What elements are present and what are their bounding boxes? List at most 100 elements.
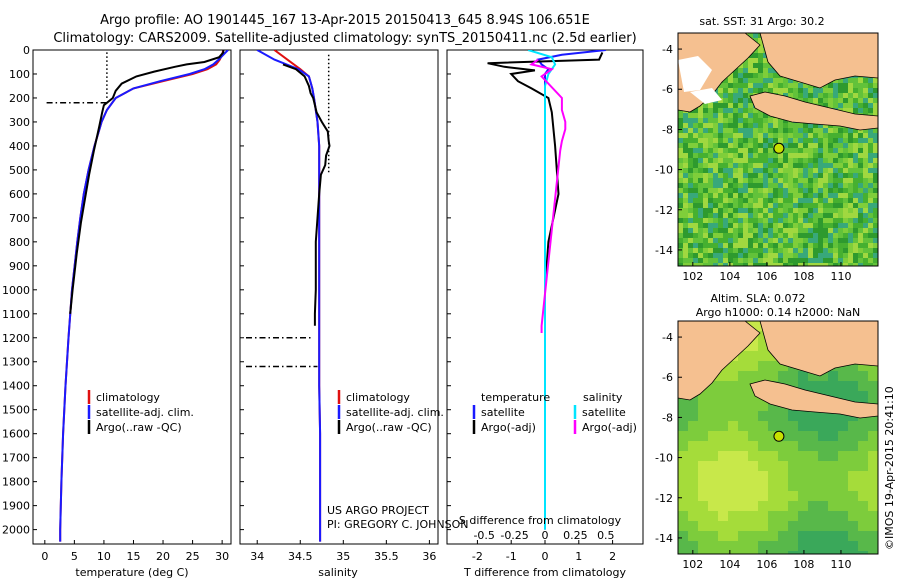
map-cell	[838, 128, 843, 133]
map-cell	[728, 178, 733, 183]
map-cell	[868, 441, 878, 451]
map-cell	[788, 208, 793, 213]
map-cell	[798, 208, 803, 213]
map-cell	[823, 213, 828, 218]
map-cell	[818, 223, 823, 228]
map-cell	[828, 471, 838, 481]
map-cell	[713, 213, 718, 218]
map-cell	[868, 98, 873, 103]
map-cell	[773, 83, 778, 88]
map-cell	[863, 198, 868, 203]
map-cell	[708, 391, 718, 401]
map-cell	[758, 521, 768, 531]
map-cell	[778, 238, 783, 243]
map-cell	[803, 98, 808, 103]
map-cell	[808, 263, 813, 266]
map-cell	[718, 138, 723, 143]
map-cell	[818, 98, 823, 103]
map-cell	[778, 361, 788, 371]
map-cell	[863, 253, 868, 258]
map-cell	[783, 248, 788, 253]
map-cell	[708, 421, 718, 431]
map-cell	[848, 208, 853, 213]
map-cell	[848, 431, 858, 441]
map-cell	[708, 451, 718, 461]
map-cell	[838, 168, 843, 173]
map-cell	[688, 183, 693, 188]
map-cell	[868, 173, 873, 178]
map-cell	[768, 481, 778, 491]
map-cell	[798, 511, 808, 521]
map-cell	[728, 143, 733, 148]
map-cell	[838, 188, 843, 193]
map-cell	[868, 511, 878, 521]
map-cell	[848, 178, 853, 183]
map-cell	[708, 103, 713, 108]
map-cell	[778, 441, 788, 451]
depth-tick-label-13: 1300	[2, 356, 30, 369]
map-cell	[788, 218, 793, 223]
map-cell	[843, 173, 848, 178]
map-cell	[713, 223, 718, 228]
map-cell	[753, 243, 758, 248]
depth-tick-label-14: 1400	[2, 380, 30, 393]
legend-climatology-label-2: climatology	[346, 391, 410, 404]
map-cell	[713, 193, 718, 198]
map-cell	[863, 98, 868, 103]
map-x-tick-label-2: 106	[756, 270, 777, 283]
map-cell	[853, 218, 858, 223]
map-cell	[703, 178, 708, 183]
map-cell	[848, 238, 853, 243]
map-cell	[818, 203, 823, 208]
map-cell	[758, 203, 763, 208]
map-cell	[793, 238, 798, 243]
map-cell	[873, 128, 878, 133]
map-cell	[723, 208, 728, 213]
map-cell	[873, 223, 878, 228]
map-cell	[763, 148, 768, 153]
series-line-0	[59, 50, 225, 542]
map-cell	[743, 133, 748, 138]
map-cell	[688, 213, 693, 218]
map-cell	[678, 253, 683, 258]
map-cell	[748, 158, 753, 163]
map-cell	[748, 421, 758, 431]
map-cell	[728, 138, 733, 143]
map-cell	[773, 123, 778, 128]
map-cell	[813, 233, 818, 238]
map-cell	[818, 163, 823, 168]
java-land-2	[749, 379, 878, 419]
map-cell	[748, 143, 753, 148]
sst-map-ticks: 102 104 106 108 110-4-6-8-10-12-14	[655, 43, 851, 283]
map-cell	[858, 361, 868, 371]
map-cell	[818, 123, 823, 128]
map-cell	[778, 371, 788, 381]
map-cell	[743, 113, 748, 118]
map-cell	[753, 118, 758, 123]
x-tick-label-0: -2	[472, 550, 483, 563]
map-cell	[808, 218, 813, 223]
map-cell	[828, 228, 833, 233]
map-cell	[873, 198, 878, 203]
map-cell	[868, 153, 873, 158]
map-cell	[843, 213, 848, 218]
map-cell	[788, 153, 793, 158]
depth-tick-label-15: 1500	[2, 404, 30, 417]
map-cell	[713, 108, 718, 113]
map-cell	[678, 148, 683, 153]
map-cell	[788, 168, 793, 173]
map-x-tick-label-4: 110	[830, 558, 851, 571]
depth-tick-label-0: 0	[23, 44, 30, 57]
map-cell	[808, 233, 813, 238]
map-cell	[748, 128, 753, 133]
map-cell	[708, 173, 713, 178]
map-cell	[753, 168, 758, 173]
map-cell	[828, 238, 833, 243]
map-cell	[788, 521, 798, 531]
legend-satellite-label-2: satellite-adj. clim.	[346, 406, 444, 419]
map-cell	[813, 243, 818, 248]
map-cell	[858, 138, 863, 143]
map-cell	[768, 511, 778, 521]
map-cell	[678, 168, 683, 173]
figure-title-line1: Argo profile: AO 1901445_167 13-Apr-2015…	[100, 13, 590, 28]
